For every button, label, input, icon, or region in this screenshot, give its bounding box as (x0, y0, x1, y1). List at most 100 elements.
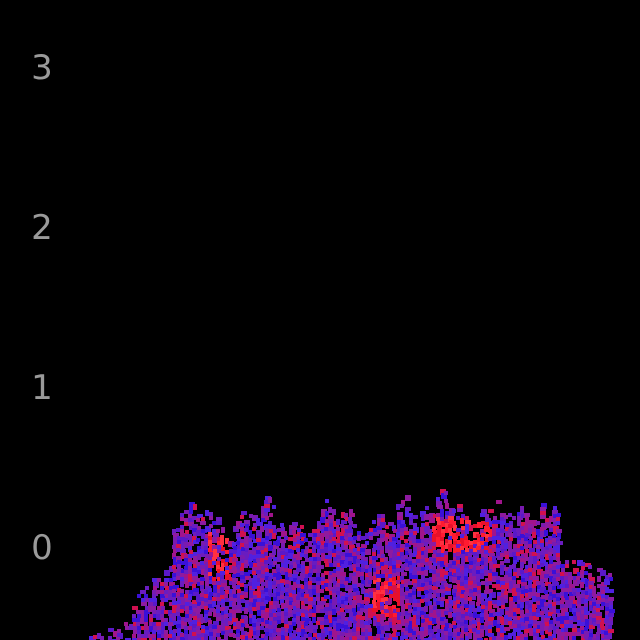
deposit-particle (373, 636, 377, 640)
deposit-particle (409, 529, 415, 533)
deposit-particle (577, 632, 583, 636)
deposit-particle (340, 568, 344, 572)
deposit-particle (540, 551, 546, 557)
deposit-particle (456, 572, 462, 576)
deposit-particle (317, 569, 321, 573)
deposit-particle (164, 582, 168, 588)
deposit-particle (176, 576, 180, 580)
deposit-particle (192, 524, 198, 530)
deposit-particle (332, 529, 336, 533)
deposit-particle (244, 544, 250, 548)
deposit-particle (296, 536, 300, 540)
deposit-particle (596, 636, 600, 640)
deposit-particle (197, 546, 201, 550)
deposit-particle (264, 560, 270, 564)
deposit-particle (244, 584, 248, 588)
deposit-particle (288, 613, 294, 617)
deposit-particle (145, 606, 149, 612)
deposit-particle (564, 608, 568, 614)
deposit-particle (476, 578, 480, 584)
deposit-particle (205, 542, 209, 546)
deposit-particle (141, 614, 145, 620)
deposit-particle (256, 558, 260, 562)
deposit-particle (357, 611, 363, 615)
deposit-particle (400, 584, 404, 588)
deposit-particle (188, 554, 194, 558)
deposit-particle (605, 611, 609, 615)
deposit-particle (408, 605, 412, 611)
deposit-particle (180, 549, 186, 555)
deposit-particle (465, 612, 469, 616)
deposit-particle (285, 552, 289, 556)
deposit-particle (473, 592, 477, 596)
deposit-particle (345, 529, 349, 533)
deposit-particle (369, 528, 373, 532)
deposit-particle (509, 609, 513, 613)
deposit-particle (529, 632, 533, 636)
deposit-particle (380, 522, 386, 528)
deposit-particle (477, 590, 481, 596)
deposit-particle (413, 527, 419, 533)
deposit-particle (501, 601, 505, 607)
deposit-particle (453, 633, 459, 637)
deposit-particle (509, 553, 513, 557)
deposit-particle (344, 561, 350, 567)
deposit-particle (177, 616, 181, 622)
deposit-particle (420, 627, 424, 631)
deposit-particle (172, 633, 176, 637)
deposit-particle (237, 565, 241, 571)
deposit-particle (188, 522, 194, 526)
deposit-particle (437, 549, 443, 555)
deposit-particle (388, 542, 392, 546)
deposit-particle (152, 634, 156, 638)
deposit-particle (361, 636, 367, 640)
deposit-particle (268, 581, 274, 585)
deposit-particle (600, 606, 604, 610)
deposit-particle (368, 580, 372, 584)
deposit-particle (308, 585, 312, 591)
deposit-particle (368, 604, 374, 610)
deposit-particle (316, 537, 320, 543)
deposit-particle (484, 570, 490, 576)
deposit-particle (532, 588, 536, 594)
deposit-particle (301, 569, 305, 573)
deposit-particle (212, 557, 216, 561)
deposit-particle (412, 591, 416, 595)
deposit-particle (381, 590, 385, 596)
deposit-particle (548, 632, 552, 636)
deposit-particle (529, 520, 533, 524)
deposit-particle (417, 591, 421, 597)
deposit-particle (488, 601, 494, 605)
deposit-particle (273, 625, 277, 631)
deposit-particle (448, 572, 454, 576)
deposit-particle (385, 525, 389, 529)
deposit-particle (268, 585, 272, 591)
deposit-particle (300, 573, 306, 577)
deposit-particle (392, 621, 396, 625)
deposit-particle (480, 513, 486, 517)
deposit-particle (429, 613, 433, 617)
deposit-particle (280, 567, 284, 573)
deposit-particle (364, 561, 368, 567)
deposit-particle (560, 592, 564, 598)
deposit-particle (321, 577, 325, 583)
deposit-particle (456, 552, 460, 556)
deposit-particle (248, 558, 252, 564)
deposit-particle (409, 521, 413, 525)
deposit-particle (373, 564, 377, 568)
deposit-particle (440, 577, 446, 583)
deposit-particle (168, 590, 174, 596)
deposit-particle (388, 618, 394, 624)
deposit-particle (412, 539, 418, 543)
deposit-particle (557, 561, 561, 565)
deposit-particle (188, 626, 194, 630)
deposit-particle (416, 615, 420, 619)
deposit-particle (453, 609, 457, 613)
deposit-particle (417, 583, 421, 587)
deposit-particle (256, 518, 260, 524)
deposit-particle (556, 577, 560, 581)
deposit-particle (328, 615, 332, 619)
deposit-particle (196, 530, 202, 536)
deposit-particle (352, 592, 356, 598)
deposit-particle (180, 525, 184, 529)
